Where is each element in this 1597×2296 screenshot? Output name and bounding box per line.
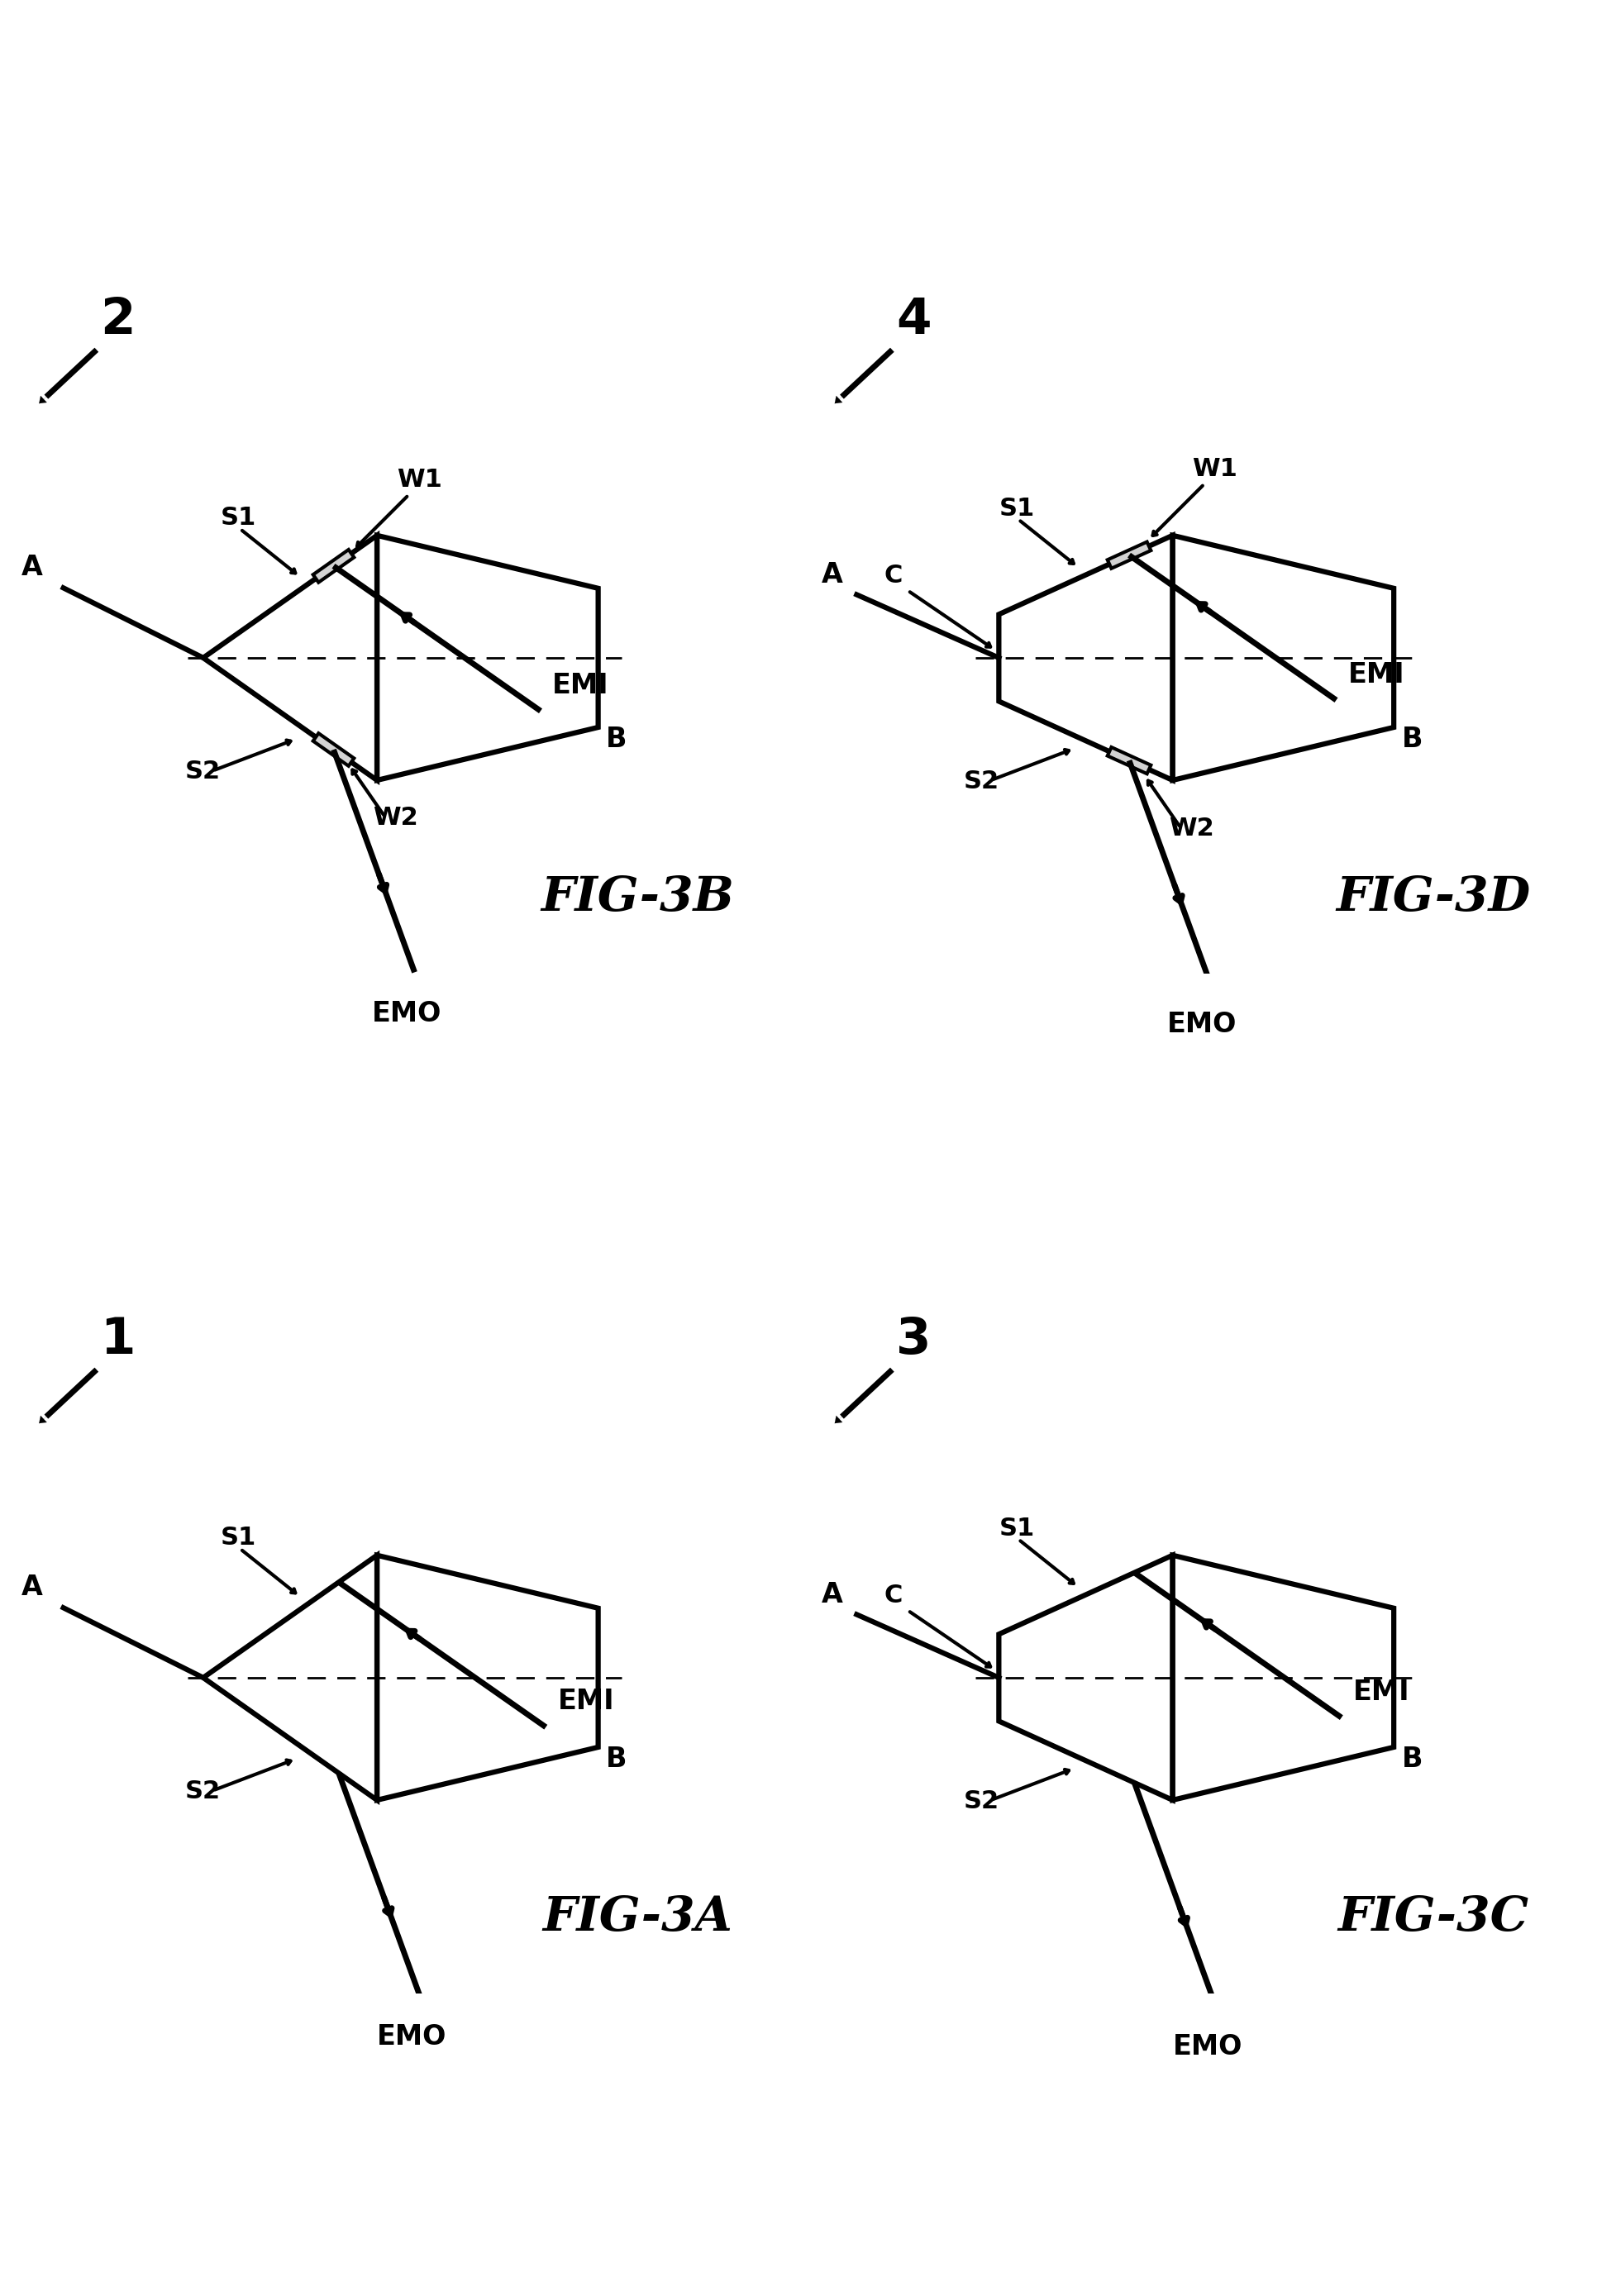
- Text: 3: 3: [896, 1316, 931, 1364]
- Text: S1: S1: [998, 1515, 1035, 1541]
- Text: FIG-3B: FIG-3B: [541, 875, 735, 921]
- Text: W1: W1: [1193, 457, 1238, 482]
- Text: EMO: EMO: [1172, 2032, 1242, 2060]
- Text: B: B: [1402, 726, 1423, 753]
- Text: EMO: EMO: [1167, 1010, 1238, 1038]
- Text: 4: 4: [896, 296, 931, 344]
- Text: B: B: [605, 1745, 628, 1773]
- Text: EMI: EMI: [553, 673, 608, 698]
- Text: A: A: [821, 560, 843, 588]
- Text: A: A: [821, 1582, 843, 1609]
- Text: S2: S2: [185, 760, 220, 783]
- Text: FIG-3A: FIG-3A: [543, 1894, 733, 1940]
- Text: A: A: [21, 1573, 43, 1600]
- Text: EMO: EMO: [372, 1001, 441, 1026]
- Text: 1: 1: [101, 1316, 136, 1364]
- Text: EMO: EMO: [377, 2023, 447, 2050]
- Text: W2: W2: [1169, 817, 1214, 840]
- Polygon shape: [313, 732, 355, 767]
- Text: W1: W1: [396, 468, 442, 491]
- Text: FIG-3C: FIG-3C: [1338, 1894, 1528, 1940]
- Text: EMI: EMI: [1348, 661, 1405, 689]
- Text: EMI: EMI: [1353, 1678, 1410, 1706]
- Text: C: C: [885, 1584, 902, 1607]
- Text: B: B: [605, 726, 628, 753]
- Text: S1: S1: [220, 505, 257, 530]
- Polygon shape: [1107, 542, 1151, 569]
- Text: S2: S2: [185, 1779, 220, 1802]
- Text: A: A: [21, 553, 43, 581]
- Text: C: C: [885, 565, 902, 588]
- Text: B: B: [1402, 1745, 1423, 1773]
- Text: S1: S1: [220, 1527, 257, 1550]
- Polygon shape: [313, 549, 355, 583]
- Text: 2: 2: [101, 296, 136, 344]
- Text: FIG-3D: FIG-3D: [1337, 875, 1530, 921]
- Polygon shape: [1107, 746, 1151, 774]
- Text: W2: W2: [374, 806, 418, 829]
- Text: S1: S1: [998, 496, 1035, 521]
- Text: S2: S2: [963, 1789, 1000, 1814]
- Text: S2: S2: [963, 769, 1000, 792]
- Text: EMI: EMI: [557, 1688, 615, 1715]
